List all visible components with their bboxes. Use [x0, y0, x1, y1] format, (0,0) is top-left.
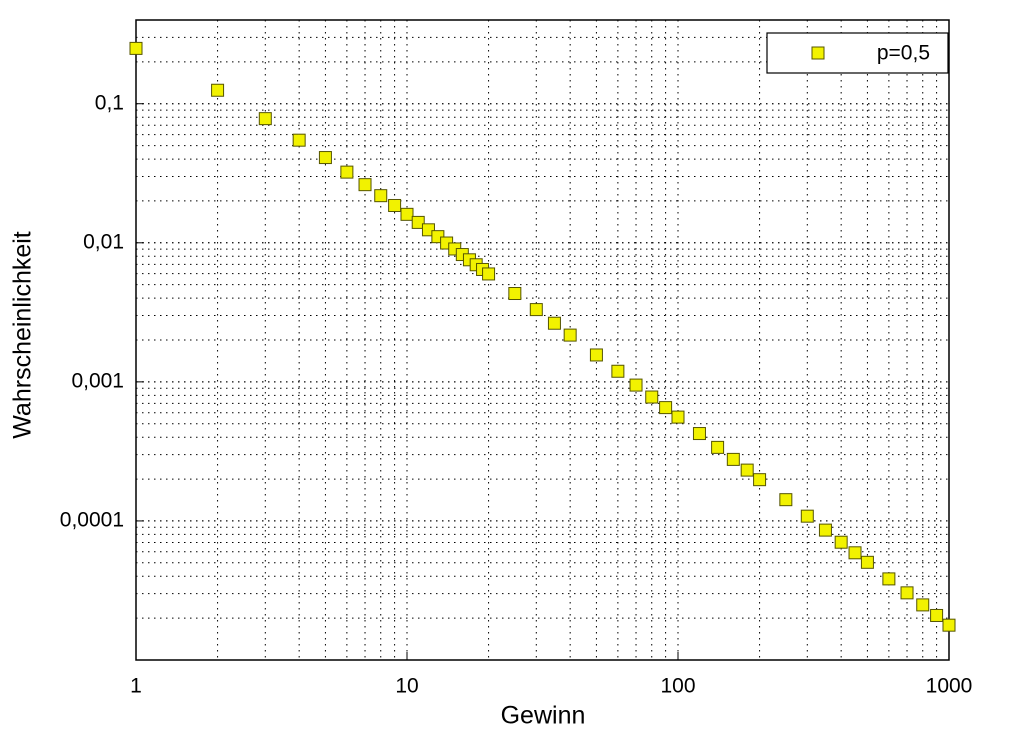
legend-marker [811, 46, 825, 60]
marker [508, 287, 522, 301]
y-tick-label: 0,1 [95, 91, 124, 114]
y-tick-label: 0,0001 [60, 508, 124, 531]
marker [726, 452, 740, 466]
marker [211, 83, 225, 97]
marker [411, 215, 425, 229]
marker [818, 523, 832, 537]
x-tick-label: 100 [660, 675, 695, 698]
marker [740, 463, 754, 477]
marker [374, 189, 388, 203]
plot-frame [135, 19, 950, 661]
marker [930, 608, 944, 622]
marker [800, 509, 814, 523]
marker [659, 401, 673, 415]
marker [292, 133, 306, 147]
marker [671, 410, 685, 424]
marker [358, 178, 372, 192]
marker [753, 473, 767, 487]
marker [589, 348, 603, 362]
marker [611, 364, 625, 378]
marker [563, 328, 577, 342]
y-tick-label: 0,001 [71, 369, 124, 392]
marker [711, 440, 725, 454]
marker [779, 493, 793, 507]
y-tick-label: 0,01 [83, 230, 124, 253]
marker [882, 572, 896, 586]
marker [942, 618, 956, 632]
x-tick-label: 1 [130, 675, 142, 698]
marker [645, 390, 659, 404]
marker [848, 546, 862, 560]
marker [629, 378, 643, 392]
marker [258, 112, 272, 126]
marker [400, 207, 414, 221]
y-axis-label: Wahrscheinlichkeit [9, 231, 37, 439]
marker [916, 598, 930, 612]
marker [318, 151, 332, 165]
marker [388, 198, 402, 212]
marker [547, 316, 561, 330]
marker [900, 586, 914, 600]
marker [529, 303, 543, 317]
marker [340, 165, 354, 179]
legend-box [766, 32, 949, 74]
marker [834, 535, 848, 549]
marker [482, 267, 496, 281]
marker [692, 427, 706, 441]
x-axis-label: Gewinn [501, 702, 586, 730]
marker [129, 41, 143, 55]
x-tick-label: 10 [395, 675, 418, 698]
x-tick-label: 1000 [926, 675, 973, 698]
legend-label: p=0,5 [877, 42, 930, 65]
marker [860, 555, 874, 569]
